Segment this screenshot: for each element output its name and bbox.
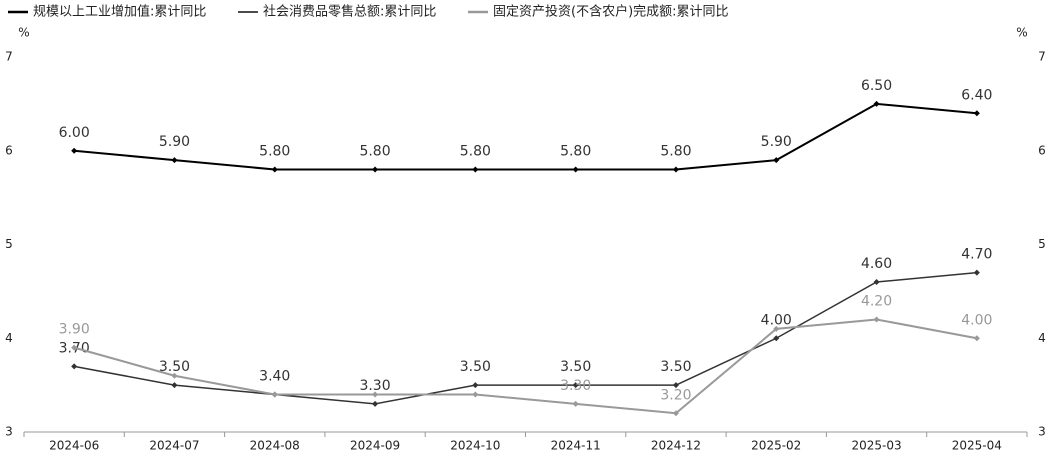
data-label: 3.40: [259, 369, 290, 385]
data-point: [271, 391, 278, 398]
x-tick-label: 2024-10: [450, 439, 500, 453]
data-point: [773, 325, 780, 332]
x-tick-label: 2024-07: [149, 439, 199, 453]
data-label: 5.80: [660, 144, 691, 160]
legend-label: 社会消费品零售总额:累计同比: [263, 4, 436, 20]
y2-tick-label: 4: [1038, 331, 1046, 345]
data-label: 4.00: [961, 312, 992, 328]
y-tick-label: 4: [5, 331, 13, 345]
y-tick-label: 7: [5, 50, 13, 64]
data-point: [71, 363, 78, 370]
data-label: 3.90: [59, 322, 90, 338]
data-label: 3.50: [560, 359, 591, 375]
y2-tick-label: 5: [1038, 237, 1046, 251]
data-point: [873, 100, 880, 107]
y2-tick-label: 3: [1038, 425, 1046, 439]
y-tick-label: 6: [5, 143, 13, 157]
data-point: [372, 391, 379, 398]
data-point: [372, 166, 379, 173]
data-label: 3.30: [560, 378, 591, 394]
data-label: 3.30: [359, 378, 390, 394]
data-label: 5.90: [761, 134, 792, 150]
data-point: [472, 382, 479, 389]
data-label: 5.80: [359, 144, 390, 160]
data-point: [672, 382, 679, 389]
y-tick-label: 5: [5, 237, 13, 251]
data-label: 4.20: [861, 294, 892, 310]
y-axis-unit: %: [18, 26, 29, 40]
data-point: [372, 400, 379, 407]
data-point: [873, 279, 880, 285]
data-label: 6.40: [961, 87, 992, 103]
data-point: [171, 372, 178, 379]
data-point: [572, 166, 579, 173]
x-tick-label: 2024-06: [49, 439, 99, 453]
data-point: [572, 400, 579, 407]
data-point: [973, 110, 980, 117]
data-label: 6.50: [861, 78, 892, 94]
data-label: 3.20: [660, 387, 691, 403]
data-label: 5.80: [560, 144, 591, 160]
legend-label: 规模以上工业增加值:累计同比: [33, 4, 206, 20]
data-point: [773, 335, 780, 342]
data-point: [271, 166, 278, 173]
data-label: 4.00: [761, 312, 792, 328]
x-tick-label: 2024-11: [551, 439, 601, 453]
data-label: 3.50: [159, 359, 190, 375]
data-point: [672, 410, 679, 417]
y2-tick-label: 6: [1038, 143, 1046, 157]
data-label: 5.80: [259, 144, 290, 160]
y-tick-label: 3: [5, 425, 13, 439]
data-label: 3.50: [460, 359, 491, 375]
y2-axis-unit: %: [1016, 26, 1027, 40]
data-label: 5.90: [159, 134, 190, 150]
series-line: [74, 102, 977, 171]
x-tick-label: 2025-04: [952, 439, 1002, 453]
data-point: [572, 382, 579, 389]
x-tick-label: 2025-02: [751, 439, 801, 453]
x-tick-label: 2024-09: [350, 439, 400, 453]
data-point: [973, 335, 980, 342]
data-point: [472, 391, 479, 398]
legend-label: 固定资产投资(不含农户)完成额:累计同比: [493, 4, 729, 20]
data-label: 6.00: [59, 125, 90, 141]
data-point: [71, 344, 78, 351]
data-point: [973, 269, 980, 276]
x-tick-label: 2025-03: [851, 439, 901, 453]
x-tick-label: 2024-12: [651, 439, 701, 453]
y2-tick-label: 7: [1038, 50, 1046, 64]
data-label: 5.80: [460, 144, 491, 160]
data-label: 4.60: [861, 256, 892, 272]
data-point: [472, 166, 479, 173]
series-line: [73, 318, 978, 415]
data-point: [672, 166, 679, 173]
x-tick-label: 2024-08: [250, 439, 300, 453]
data-label: 4.70: [961, 247, 992, 263]
data-point: [171, 157, 178, 164]
data-point: [873, 316, 880, 323]
data-point: [773, 157, 780, 164]
data-point: [171, 382, 178, 389]
series-line: [74, 271, 977, 405]
data-point: [71, 147, 78, 154]
data-label: 3.50: [660, 359, 691, 375]
